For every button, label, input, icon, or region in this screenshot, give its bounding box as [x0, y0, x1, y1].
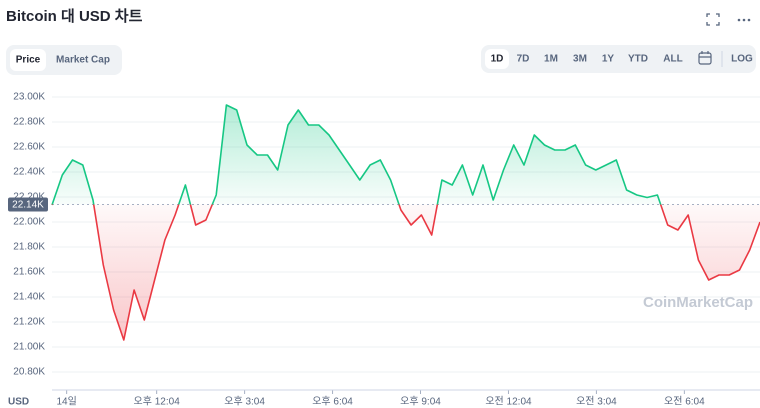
more-icon[interactable]	[737, 18, 751, 22]
y-tick-label: 21.80K	[13, 242, 45, 253]
tab[interactable]: Price	[16, 55, 41, 66]
watermark: CoinMarketCap	[643, 294, 753, 311]
y-tick-label: 21.20K	[13, 317, 45, 328]
range-button[interactable]: 3M	[573, 54, 587, 65]
price-area	[52, 105, 760, 340]
tab-active	[10, 49, 46, 71]
range-group	[481, 45, 756, 73]
range-button[interactable]: ALL	[663, 54, 682, 65]
y-tick-label: 22.40K	[13, 167, 45, 178]
title: Bitcoin 대 USD 차트	[6, 8, 143, 25]
y-unit: USD	[8, 397, 29, 408]
range-button[interactable]: 1Y	[602, 54, 615, 65]
y-tick-label: 22.20K	[13, 192, 45, 203]
range-active	[485, 49, 509, 69]
range-button[interactable]: 1D	[491, 54, 504, 65]
y-tick-label: 20.80K	[13, 367, 45, 378]
x-tick-label: 오전 12:04	[485, 396, 532, 408]
y-tick-label: 22.60K	[13, 142, 45, 153]
x-tick-label: 오후 9:04	[400, 396, 441, 408]
baseline-label: 22.14K	[12, 200, 44, 211]
y-tick-label: 23.00K	[13, 92, 45, 103]
x-tick-label: 오후 3:04	[224, 396, 265, 408]
y-tick-label: 21.00K	[13, 342, 45, 353]
y-tick-label: 21.40K	[13, 292, 45, 303]
baseline-tag	[8, 197, 48, 212]
y-tick-label: 22.80K	[13, 117, 45, 128]
range-button[interactable]: 1M	[544, 54, 558, 65]
price-line	[51, 104, 760, 341]
y-tick-label: 22.00K	[13, 217, 45, 228]
y-tick-label: 21.60K	[13, 267, 45, 278]
x-tick-label: 14일	[56, 396, 76, 408]
x-tick-label: 오후 12:04	[134, 396, 181, 408]
log-button[interactable]: LOG	[731, 54, 753, 65]
tab[interactable]: Market Cap	[56, 55, 110, 66]
fullscreen-icon[interactable]	[706, 13, 720, 26]
range-button[interactable]: YTD	[628, 54, 648, 65]
x-tick-label: 오전 6:04	[664, 396, 705, 408]
x-tick-label: 오전 3:04	[576, 396, 617, 408]
range-button[interactable]: 7D	[517, 54, 530, 65]
calendar-icon[interactable]	[698, 51, 712, 65]
x-tick-label: 오후 6:04	[312, 396, 353, 408]
